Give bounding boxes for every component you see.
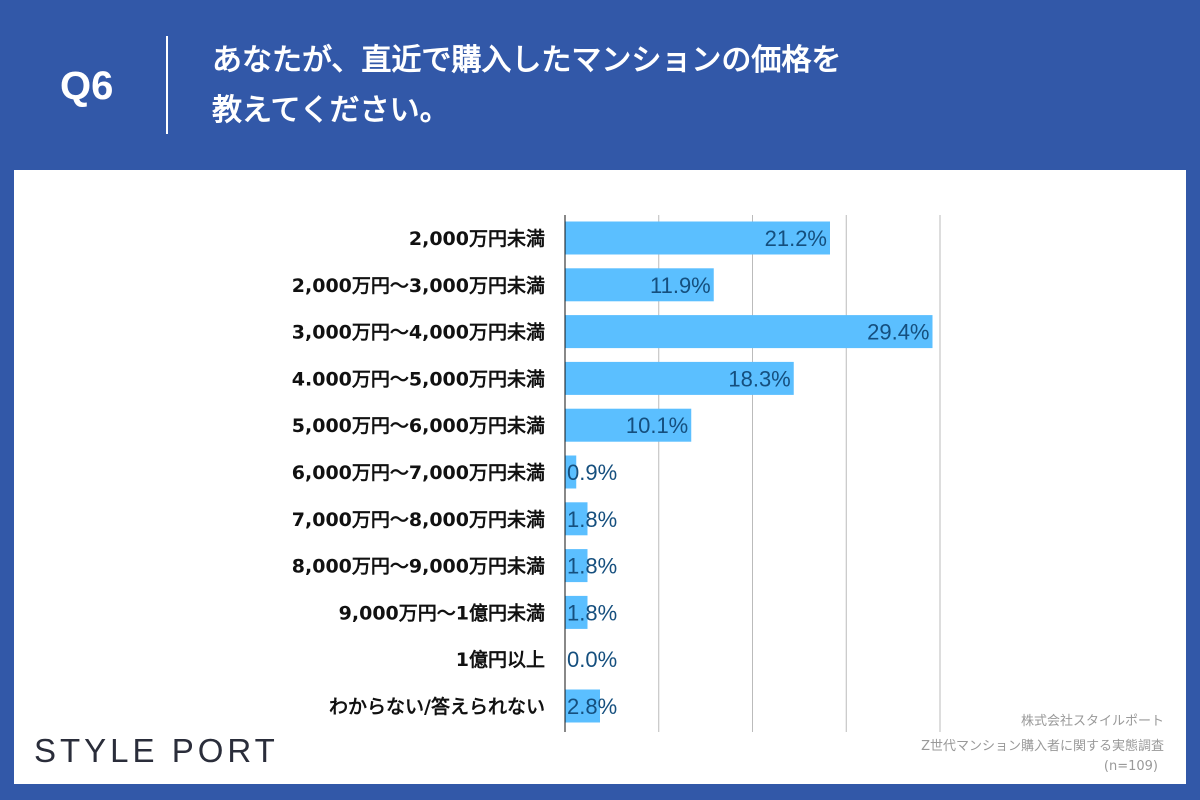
category-label: 1億円以上 — [456, 648, 545, 671]
title-line-1: あなたが、直近で購入したマンションの価格を — [212, 43, 842, 78]
category-label: 2,000万円〜3,000万円未満 — [292, 274, 545, 297]
value-label: 29.4% — [867, 320, 929, 345]
category-label: わからない/答えられない — [329, 695, 545, 718]
question-title: あなたが、直近で購入したマンションの価格を 教えてください。 — [212, 36, 1112, 136]
source-company: 株式会社スタイルポート — [1020, 714, 1164, 729]
category-label: 7,000万円〜8,000万円未満 — [292, 508, 545, 531]
value-label: 1.8% — [567, 507, 617, 532]
bar — [565, 595, 588, 629]
title-line-2: 教えてください。 — [212, 93, 450, 128]
bar — [565, 455, 577, 489]
bar — [565, 221, 830, 255]
category-label: 4.000万円〜5,000万円未満 — [292, 367, 545, 390]
value-label: 0.0% — [567, 647, 617, 672]
bar — [565, 315, 933, 349]
style-port-logo: STYLE PORT — [34, 732, 279, 769]
source-survey: Z世代マンション購入者に関する実態調査 — [921, 739, 1164, 754]
question-number: Q6 — [60, 64, 114, 108]
category-label: 8,000万円〜9,000万円未満 — [292, 555, 545, 578]
value-label: 1.8% — [567, 554, 617, 579]
value-label: 0.9% — [567, 460, 617, 485]
category-label: 3,000万円〜4,000万円未満 — [292, 321, 545, 344]
bar — [565, 408, 692, 442]
category-label: 6,000万円〜7,000万円未満 — [292, 461, 545, 484]
value-label: 2.8% — [567, 694, 617, 719]
bar — [565, 268, 714, 302]
sample-size: (n=109) — [1103, 759, 1158, 774]
category-label: 5,000万円〜6,000万円未満 — [292, 414, 545, 437]
bar — [565, 549, 588, 583]
value-label: 10.1% — [626, 413, 688, 438]
bar — [565, 502, 588, 536]
value-label: 1.8% — [567, 600, 617, 625]
category-label: 2,000万円未満 — [409, 227, 545, 250]
bar — [565, 689, 600, 723]
category-label: 9,000万円〜1億円未満 — [339, 601, 545, 624]
bar — [565, 361, 794, 395]
divider — [166, 36, 168, 134]
value-label: 11.9% — [650, 273, 711, 298]
value-label: 18.3% — [728, 366, 790, 391]
value-label: 21.2% — [765, 226, 827, 251]
